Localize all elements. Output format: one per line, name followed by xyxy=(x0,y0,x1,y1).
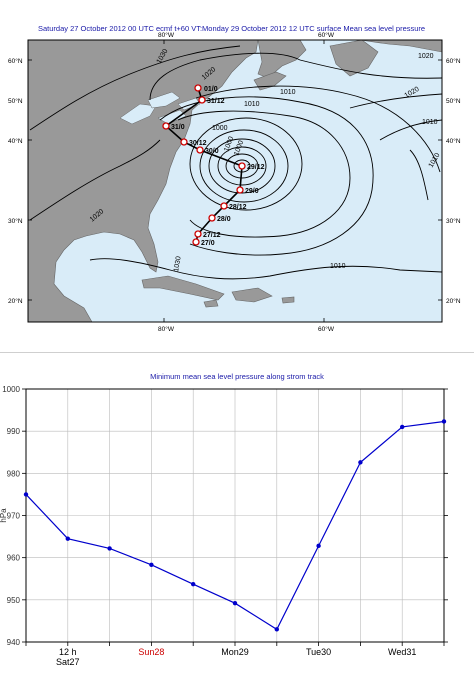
track-label: 31/12 xyxy=(207,98,225,105)
track-label: 29/0 xyxy=(245,188,259,195)
track-label: 31/0 xyxy=(171,124,185,131)
track-label: 01/0 xyxy=(204,86,218,93)
map-axis-labels: 80°W 60°W 80°W 60°W 60°N 50°N 40°N 30°N … xyxy=(8,31,461,333)
data-point xyxy=(107,546,112,551)
plot-frame xyxy=(25,388,445,643)
data-point xyxy=(316,543,321,549)
isobar-label: 1020 xyxy=(418,53,434,60)
lat-label: 40°N xyxy=(8,137,23,145)
isobar-label: 1010 xyxy=(280,89,296,96)
pressure-map: 1030 1020 1010 1000 1000 1010 1020 1010 … xyxy=(8,31,461,333)
data-point xyxy=(232,601,238,606)
track-labels: 01/0 31/12 31/0 30/12 30/0 29/12 29/0 28… xyxy=(171,86,265,247)
y-tick-label: 970 xyxy=(7,512,21,521)
isobar-label: 1030 xyxy=(173,256,183,273)
track-label: 30/12 xyxy=(189,140,207,147)
x-tick-label: 12 h xyxy=(59,647,77,657)
lon-label: 60°W xyxy=(318,31,335,39)
lon-label: 80°W xyxy=(158,31,175,39)
isobars xyxy=(29,45,442,280)
lat-label: 20°N xyxy=(446,297,461,305)
chart-title: Minimum mean sea level pressure along st… xyxy=(150,372,324,381)
data-point xyxy=(400,424,405,430)
lat-label: 50°N xyxy=(446,97,461,105)
lat-label: 20°N xyxy=(8,297,23,305)
lat-label: 30°N xyxy=(446,217,461,225)
x-tick-label: Wed31 xyxy=(388,647,416,657)
y-tick-label: 1000 xyxy=(2,385,20,394)
track-points xyxy=(162,84,246,246)
isobar-label: 1010 xyxy=(422,119,438,126)
lon-label: 80°W xyxy=(158,325,175,333)
track-label: 28/0 xyxy=(217,216,231,223)
map-land xyxy=(28,40,442,322)
map-frame xyxy=(27,39,443,323)
divider xyxy=(0,352,474,353)
x-tick-label: Sun28 xyxy=(138,647,164,657)
y-tick-label: 940 xyxy=(7,638,21,647)
y-tick-label: 980 xyxy=(7,469,21,478)
map-title: Saturday 27 October 2012 00 UTC ecmf t+6… xyxy=(38,24,426,33)
lon-label: 60°W xyxy=(318,325,335,333)
y-axis-label: hPa xyxy=(0,508,8,523)
isobar-label: 1000 xyxy=(233,140,245,157)
data-point xyxy=(358,460,363,465)
isobar-label: 1000 xyxy=(223,136,235,153)
y-tick-label: 990 xyxy=(7,427,21,436)
x-tick-label: Mon29 xyxy=(221,647,249,657)
isobar-label: 1010 xyxy=(244,101,260,108)
isobar-label: 1010 xyxy=(330,263,346,270)
x-tick-label: Tue30 xyxy=(306,647,331,657)
track-label: 27/12 xyxy=(203,232,221,239)
track-label: 30/0 xyxy=(205,148,219,155)
data-point xyxy=(23,492,29,497)
data-point xyxy=(441,419,447,424)
y-tick-label: 950 xyxy=(7,596,21,605)
lat-label: 40°N xyxy=(446,137,461,145)
y-tick-label: 960 xyxy=(7,554,21,563)
data-point xyxy=(191,582,196,587)
data-point xyxy=(274,627,279,632)
lat-label: 60°N xyxy=(446,57,461,65)
lat-label: 60°N xyxy=(8,57,23,65)
track-label: 27/0 xyxy=(201,240,215,247)
lat-label: 30°N xyxy=(8,217,23,225)
track-label: 29/12 xyxy=(247,164,265,171)
isobar-label: 1000 xyxy=(212,125,228,132)
x-tick-label: Sat27 xyxy=(56,657,80,667)
track-label: 28/12 xyxy=(229,204,247,211)
data-point xyxy=(149,562,154,568)
data-point xyxy=(65,536,71,541)
lat-label: 50°N xyxy=(8,97,23,105)
